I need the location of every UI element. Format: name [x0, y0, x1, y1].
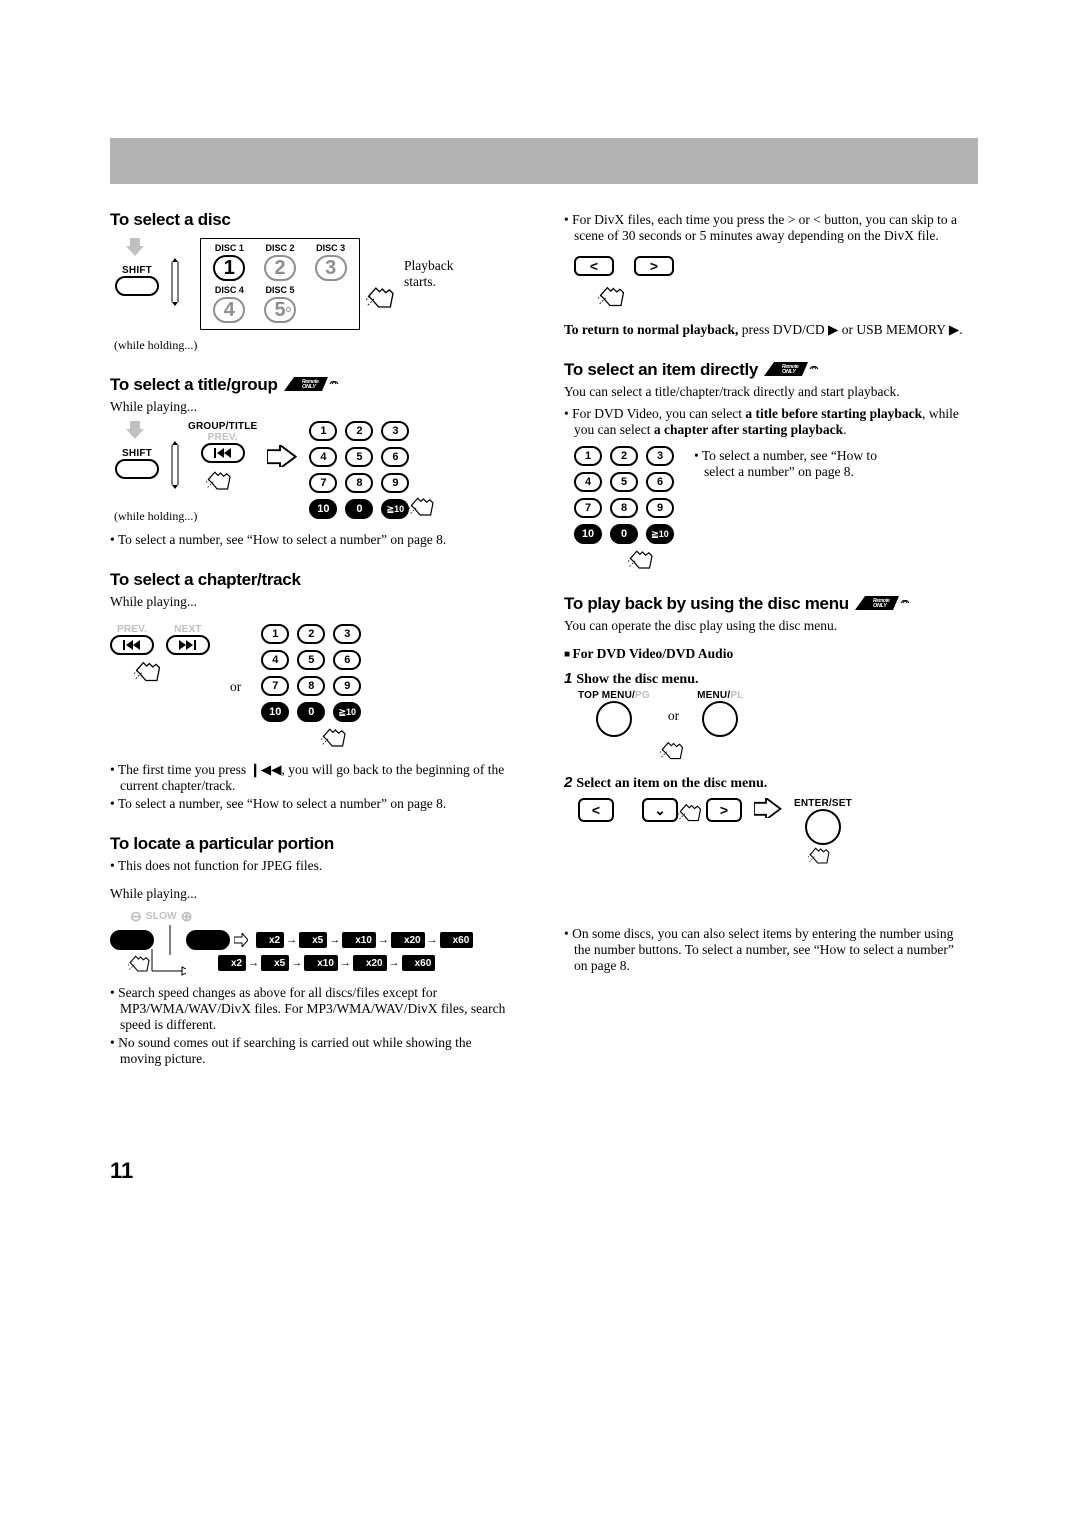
- hand-icon: [598, 280, 970, 310]
- shift-label: SHIFT: [110, 265, 164, 276]
- playback-label: Playback: [404, 258, 454, 274]
- speed-reverse-row: x2→ x5→ x10→ x20→ x60: [218, 955, 435, 971]
- or-label: or: [230, 679, 241, 695]
- step1-label: Show the disc menu.: [576, 672, 698, 687]
- keypad-2: 123 456 789 100≧10: [261, 624, 361, 722]
- hand-icon: [628, 544, 674, 572]
- note-select-number-1: To select a number, see “How to select a…: [110, 532, 516, 548]
- remote-only-badge: [284, 377, 342, 393]
- hand-icon: [321, 722, 361, 750]
- step2-label: Select an item on the disc menu.: [576, 776, 767, 791]
- keypad-1: 123 456 789 100≧10: [309, 421, 409, 519]
- next-button[interactable]: [166, 635, 210, 655]
- rew-button[interactable]: [110, 930, 154, 950]
- keypad-3: 123 456 789 100≧10: [574, 446, 674, 544]
- disc-5-button[interactable]: 5: [264, 297, 296, 323]
- cursor-left-button[interactable]: <: [578, 798, 614, 822]
- header-gray-bar: [110, 138, 978, 184]
- disc-1-button[interactable]: 1: [213, 255, 245, 281]
- heading-locate: To locate a particular portion: [110, 834, 516, 854]
- cursor-right-button[interactable]: >: [706, 798, 742, 822]
- return-normal-label: To return to normal playback,: [564, 322, 738, 337]
- heading-select-item: To select an item directly: [564, 360, 758, 380]
- hand-icon: [366, 280, 398, 312]
- holding-label: (while holding...): [114, 338, 516, 353]
- disc-4-button[interactable]: 4: [213, 297, 245, 323]
- ff-button[interactable]: [186, 930, 230, 950]
- group-title-prev-button[interactable]: [201, 443, 245, 463]
- divx-note: For DivX files, each time you press the …: [564, 212, 970, 244]
- skip-fwd-button[interactable]: >: [634, 256, 674, 276]
- keypad-1-btn[interactable]: 1: [309, 421, 337, 441]
- enter-set-button[interactable]: [805, 809, 841, 845]
- hand-icon: [808, 842, 852, 866]
- speed-forward-row: x2→ x5→ x10→ x20→ x60: [256, 932, 473, 948]
- arrow-icon: [267, 445, 297, 467]
- disc-2-button[interactable]: 2: [264, 255, 296, 281]
- hand-icon: [206, 465, 257, 493]
- cursor-down-button[interactable]: ⌄: [642, 798, 678, 822]
- for-dvd-label: For DVD Video/DVD Audio: [564, 646, 970, 662]
- right-column: For DivX files, each time you press the …: [564, 210, 970, 1069]
- hand-icon: [134, 655, 210, 685]
- heading-disc-menu: To play back by using the disc menu: [564, 594, 849, 614]
- remote-only-badge: [855, 596, 913, 612]
- skip-back-button[interactable]: <: [574, 256, 614, 276]
- hand-icon: [678, 798, 704, 824]
- remote-only-badge: [764, 362, 822, 378]
- while-playing-1: While playing...: [110, 399, 516, 415]
- disc-3-button[interactable]: 3: [315, 255, 347, 281]
- hand-icon: [409, 491, 437, 519]
- heading-select-chapter: To select a chapter/track: [110, 570, 516, 590]
- menu-button[interactable]: [702, 701, 738, 737]
- shift-button[interactable]: [115, 276, 159, 296]
- heading-select-disc: To select a disc: [110, 210, 516, 230]
- left-column: To select a disc SHIFT DISC 11 DISC 22 D…: [110, 210, 516, 1069]
- page-number: 11: [110, 1158, 133, 1184]
- top-menu-button[interactable]: [596, 701, 632, 737]
- disc-box: DISC 11 DISC 22 DISC 33 DISC 44 DISC 55: [200, 238, 360, 330]
- shift-button-2[interactable]: [115, 459, 159, 479]
- arrow-icon: [754, 798, 782, 818]
- heading-select-title: To select a title/group: [110, 375, 278, 395]
- prev-button[interactable]: [110, 635, 154, 655]
